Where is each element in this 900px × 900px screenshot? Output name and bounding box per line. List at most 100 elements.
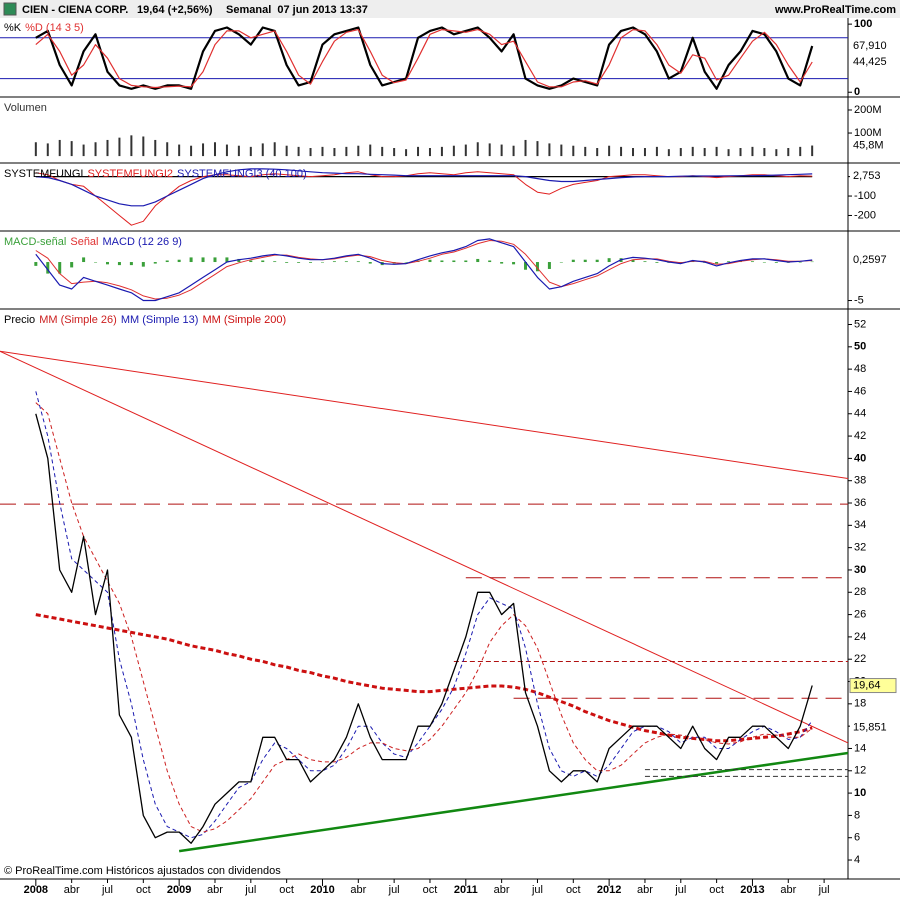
value-badge-label: 15,851 (853, 722, 887, 734)
bar (273, 261, 277, 263)
bar (655, 262, 659, 263)
bar (177, 259, 181, 263)
y-tick-label: 22 (854, 653, 866, 665)
legend-entry: Precio (4, 314, 35, 326)
series-line (35, 613, 813, 743)
bar (584, 146, 587, 157)
series-line (35, 402, 813, 833)
bar (344, 261, 348, 263)
legend-entry: %K (4, 22, 22, 34)
bar (46, 143, 49, 157)
bar (428, 148, 431, 157)
x-tick-label: oct (423, 884, 438, 896)
bar (189, 257, 193, 263)
bar (82, 144, 85, 157)
bar (309, 148, 312, 157)
y-tick-label: 10 (854, 787, 866, 799)
trend-line (0, 350, 848, 744)
x-tick-label: 2011 (454, 884, 478, 896)
y-tick-label: 200M (854, 104, 882, 116)
value-badge (850, 720, 896, 735)
bar (691, 146, 694, 157)
legend-entry: SYSTEMFUNGI2 (87, 168, 173, 180)
y-tick-label: 50 (854, 341, 866, 353)
bar (476, 258, 480, 263)
bar (202, 143, 205, 157)
y-tick-label: 28 (854, 586, 866, 598)
period: Semanal 07 jun 2013 13:37 (226, 4, 368, 16)
bar (440, 146, 443, 157)
bar (237, 145, 240, 157)
bar (333, 148, 336, 157)
value-badge-label: 44,425 (853, 56, 887, 68)
y-tick-label: -200 (854, 209, 876, 221)
value-badge (850, 253, 896, 268)
series-line (35, 168, 813, 207)
bar (787, 148, 790, 157)
value-badge-label: 19,64 (853, 679, 881, 691)
bar (404, 262, 408, 263)
bar (631, 259, 635, 263)
x-tick-label: abr (637, 884, 653, 896)
bar (369, 144, 372, 157)
bar (524, 262, 528, 270)
bar (536, 141, 539, 157)
bar (512, 145, 515, 157)
bar (82, 257, 86, 263)
series-line (35, 238, 813, 302)
x-tick-label: 2013 (740, 884, 764, 896)
y-tick-label: 52 (854, 318, 866, 330)
header-icon (3, 2, 17, 16)
bar (715, 262, 719, 264)
x-tick-label: abr (780, 884, 796, 896)
bar (321, 146, 324, 157)
bar (608, 145, 611, 157)
bar (583, 259, 587, 263)
bar (356, 261, 360, 263)
bar (632, 148, 635, 157)
y-tick-label: 100 (854, 18, 872, 30)
bar (572, 145, 575, 157)
bar (285, 262, 289, 263)
bar (237, 258, 241, 263)
bar (94, 142, 97, 157)
bar (547, 262, 551, 269)
x-tick-label: jul (531, 884, 543, 896)
y-tick-label: 0 (854, 86, 860, 98)
bar (727, 149, 730, 157)
bar (249, 146, 252, 157)
series-line (35, 391, 813, 839)
value-badge (850, 138, 896, 153)
legend-entry: MM (Simple 200) (202, 314, 286, 326)
bar (643, 261, 647, 263)
bar (393, 148, 396, 157)
bar (141, 262, 145, 267)
bar (727, 261, 731, 263)
bar (667, 149, 670, 157)
y-tick-label: -5 (854, 294, 864, 306)
bar (500, 144, 503, 157)
value-badge-label: 67,910 (853, 40, 887, 52)
x-tick-label: oct (279, 884, 294, 896)
bar (332, 261, 336, 263)
bar (655, 146, 658, 157)
legend-entry: %D (14 3 5) (25, 22, 84, 34)
bar (225, 257, 229, 263)
bar (774, 262, 778, 263)
legend: %K %D (14 3 5) (4, 22, 84, 34)
legend-entry: MACD-señal (4, 236, 66, 248)
bar (810, 261, 814, 263)
legend: MACD-señal Señal MACD (12 26 9) (4, 236, 182, 248)
bar (452, 260, 456, 263)
bar (261, 143, 264, 157)
bar (261, 260, 265, 263)
bar (571, 259, 575, 263)
legend-entry: MM (Simple 26) (39, 314, 117, 326)
bar (190, 145, 193, 157)
bar (273, 142, 276, 157)
bar (560, 144, 563, 157)
bar (201, 257, 205, 263)
bar (166, 142, 169, 157)
bar (620, 146, 623, 157)
